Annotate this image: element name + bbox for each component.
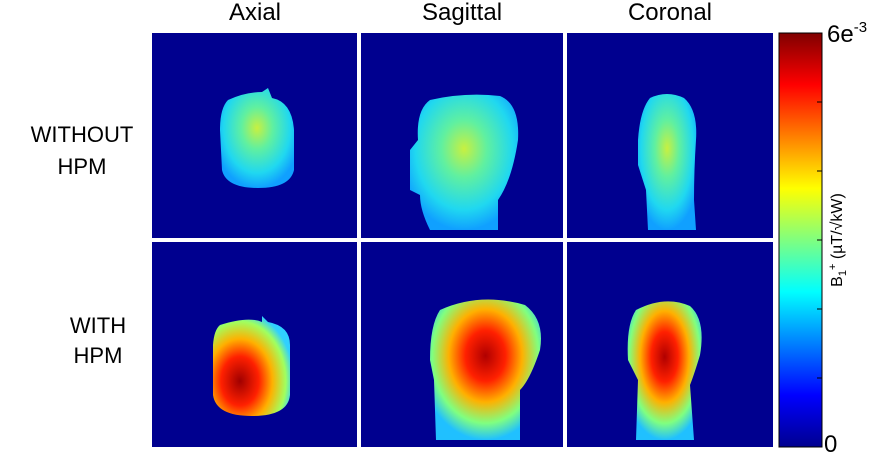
label-base: 6e (827, 21, 854, 48)
label-symbol: B (829, 276, 846, 287)
row-label: WITHOUT (31, 122, 134, 147)
coronal-map (627, 301, 702, 440)
colorbar-min-label: 0 (824, 431, 837, 458)
row-label: HPM (58, 154, 107, 179)
column-header: Axial (229, 0, 281, 26)
sagittal-map (410, 94, 519, 231)
colorbar-max-label: 6e-3 (827, 19, 867, 48)
colorbar (778, 32, 823, 448)
label-superscript: + (827, 264, 839, 270)
row-label: WITH (70, 313, 126, 338)
axial-map (213, 316, 290, 416)
colorbar-label: B1+ (µT/√kW) (827, 193, 849, 287)
axial-map (220, 88, 294, 188)
label-exponent: -3 (854, 19, 867, 36)
maps (213, 88, 702, 440)
sagittal-map (430, 299, 541, 440)
colorbar-ticks (817, 101, 822, 379)
column-header: Sagittal (422, 0, 502, 26)
coronal-map (638, 94, 697, 230)
column-header: Coronal (628, 0, 712, 26)
label-subscript: 1 (837, 270, 849, 276)
label-units: (µT/√kW) (829, 193, 846, 263)
row-label: HPM (74, 343, 123, 368)
